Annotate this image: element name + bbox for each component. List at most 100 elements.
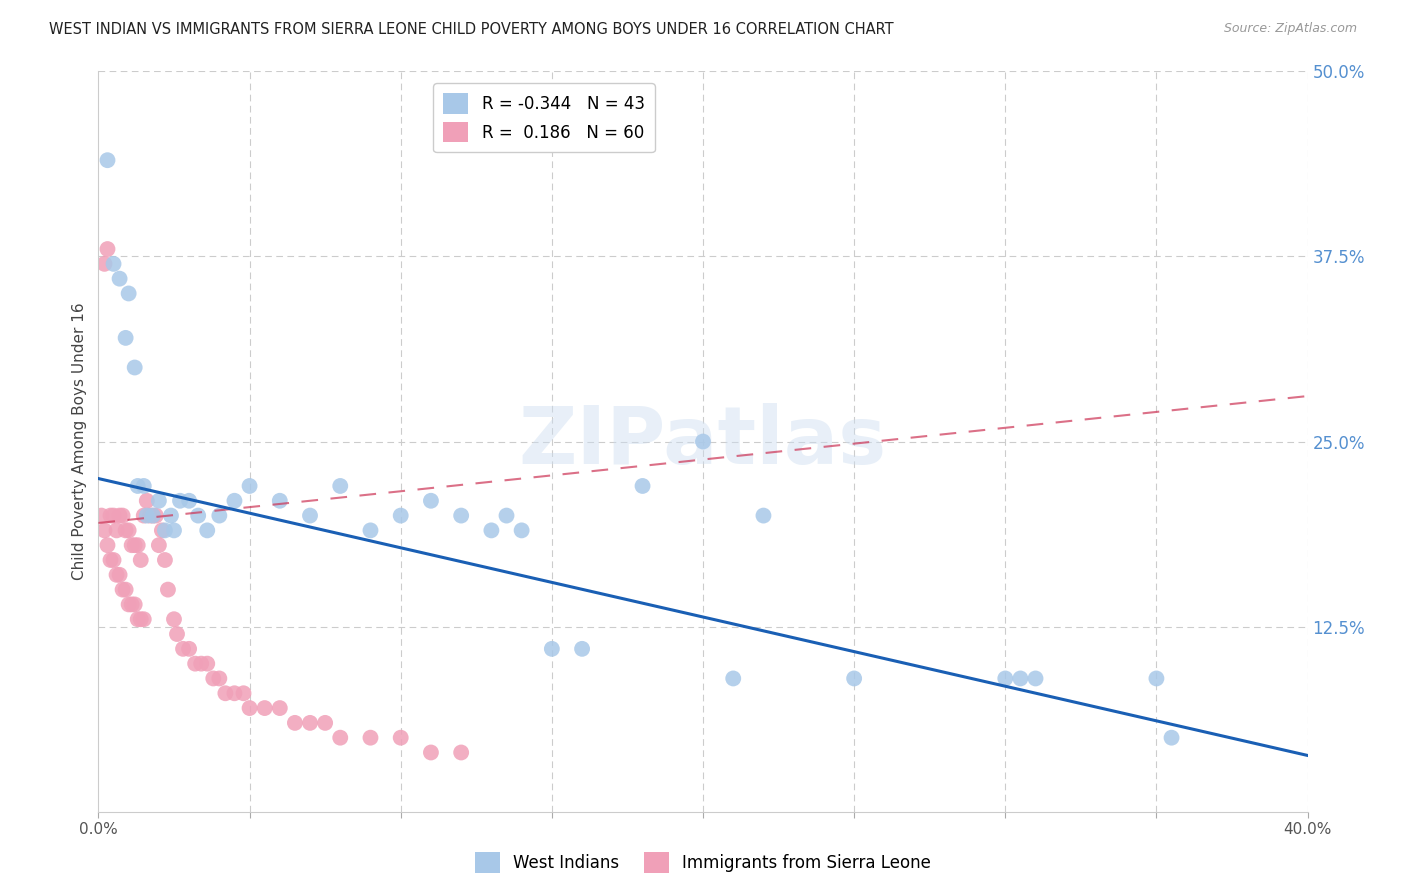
Point bbox=[1024, 672, 1046, 686]
Point bbox=[389, 731, 412, 745]
Point bbox=[208, 672, 231, 686]
Point bbox=[420, 746, 443, 760]
Point bbox=[118, 524, 141, 538]
Point bbox=[169, 493, 191, 508]
Point bbox=[153, 524, 176, 538]
Point bbox=[420, 493, 443, 508]
Point bbox=[153, 553, 176, 567]
Text: Source: ZipAtlas.com: Source: ZipAtlas.com bbox=[1223, 22, 1357, 36]
Point bbox=[139, 508, 162, 523]
Point bbox=[752, 508, 775, 523]
Point bbox=[129, 612, 152, 626]
Legend: R = -0.344   N = 43, R =  0.186   N = 60: R = -0.344 N = 43, R = 0.186 N = 60 bbox=[433, 83, 655, 153]
Point bbox=[269, 493, 291, 508]
Point bbox=[163, 524, 186, 538]
Point bbox=[692, 434, 714, 449]
Point bbox=[129, 553, 152, 567]
Point bbox=[239, 479, 262, 493]
Point bbox=[172, 641, 194, 656]
Point bbox=[1010, 672, 1032, 686]
Point bbox=[450, 746, 472, 760]
Point bbox=[127, 479, 149, 493]
Point bbox=[114, 582, 136, 597]
Point bbox=[224, 686, 246, 700]
Point bbox=[571, 641, 593, 656]
Point bbox=[360, 524, 382, 538]
Point bbox=[118, 286, 141, 301]
Point bbox=[994, 672, 1017, 686]
Point bbox=[148, 493, 170, 508]
Point bbox=[299, 715, 322, 730]
Point bbox=[214, 686, 236, 700]
Point bbox=[329, 731, 352, 745]
Point bbox=[100, 508, 122, 523]
Point bbox=[121, 538, 143, 552]
Point bbox=[127, 538, 149, 552]
Point bbox=[96, 538, 118, 552]
Point bbox=[118, 598, 141, 612]
Point bbox=[103, 553, 125, 567]
Point bbox=[114, 331, 136, 345]
Point bbox=[103, 508, 125, 523]
Point bbox=[96, 153, 118, 168]
Point bbox=[269, 701, 291, 715]
Point bbox=[179, 493, 201, 508]
Point bbox=[450, 508, 472, 523]
Point bbox=[108, 271, 131, 285]
Point bbox=[103, 257, 125, 271]
Point bbox=[844, 672, 866, 686]
Point bbox=[495, 508, 517, 523]
Point bbox=[100, 553, 122, 567]
Point bbox=[132, 508, 155, 523]
Point bbox=[127, 612, 149, 626]
Point bbox=[135, 493, 157, 508]
Text: WEST INDIAN VS IMMIGRANTS FROM SIERRA LEONE CHILD POVERTY AMONG BOYS UNDER 16 CO: WEST INDIAN VS IMMIGRANTS FROM SIERRA LE… bbox=[49, 22, 894, 37]
Point bbox=[208, 508, 231, 523]
Point bbox=[284, 715, 307, 730]
Point bbox=[163, 612, 186, 626]
Point bbox=[195, 657, 218, 671]
Point bbox=[360, 731, 382, 745]
Point bbox=[1144, 672, 1167, 686]
Point bbox=[105, 524, 128, 538]
Point bbox=[108, 508, 131, 523]
Point bbox=[105, 567, 128, 582]
Point bbox=[93, 257, 115, 271]
Point bbox=[232, 686, 254, 700]
Point bbox=[132, 612, 155, 626]
Point bbox=[299, 508, 322, 523]
Point bbox=[179, 641, 201, 656]
Y-axis label: Child Poverty Among Boys Under 16: Child Poverty Among Boys Under 16 bbox=[72, 302, 87, 581]
Point bbox=[631, 479, 654, 493]
Point bbox=[111, 508, 134, 523]
Point bbox=[166, 627, 188, 641]
Point bbox=[187, 508, 209, 523]
Point bbox=[148, 538, 170, 552]
Point bbox=[510, 524, 533, 538]
Point bbox=[481, 524, 503, 538]
Text: ZIPatlas: ZIPatlas bbox=[519, 402, 887, 481]
Point bbox=[124, 360, 146, 375]
Point bbox=[224, 493, 246, 508]
Point bbox=[132, 479, 155, 493]
Point bbox=[142, 508, 165, 523]
Point bbox=[121, 598, 143, 612]
Point bbox=[329, 479, 352, 493]
Point bbox=[253, 701, 276, 715]
Point bbox=[540, 641, 562, 656]
Point bbox=[142, 508, 165, 523]
Point bbox=[135, 508, 157, 523]
Point bbox=[239, 701, 262, 715]
Point bbox=[723, 672, 745, 686]
Point bbox=[111, 582, 134, 597]
Point bbox=[90, 508, 112, 523]
Point bbox=[202, 672, 225, 686]
Point bbox=[145, 508, 167, 523]
Point bbox=[156, 582, 179, 597]
Point bbox=[114, 524, 136, 538]
Point bbox=[96, 242, 118, 256]
Point bbox=[108, 567, 131, 582]
Point bbox=[195, 524, 218, 538]
Point bbox=[389, 508, 412, 523]
Point bbox=[124, 538, 146, 552]
